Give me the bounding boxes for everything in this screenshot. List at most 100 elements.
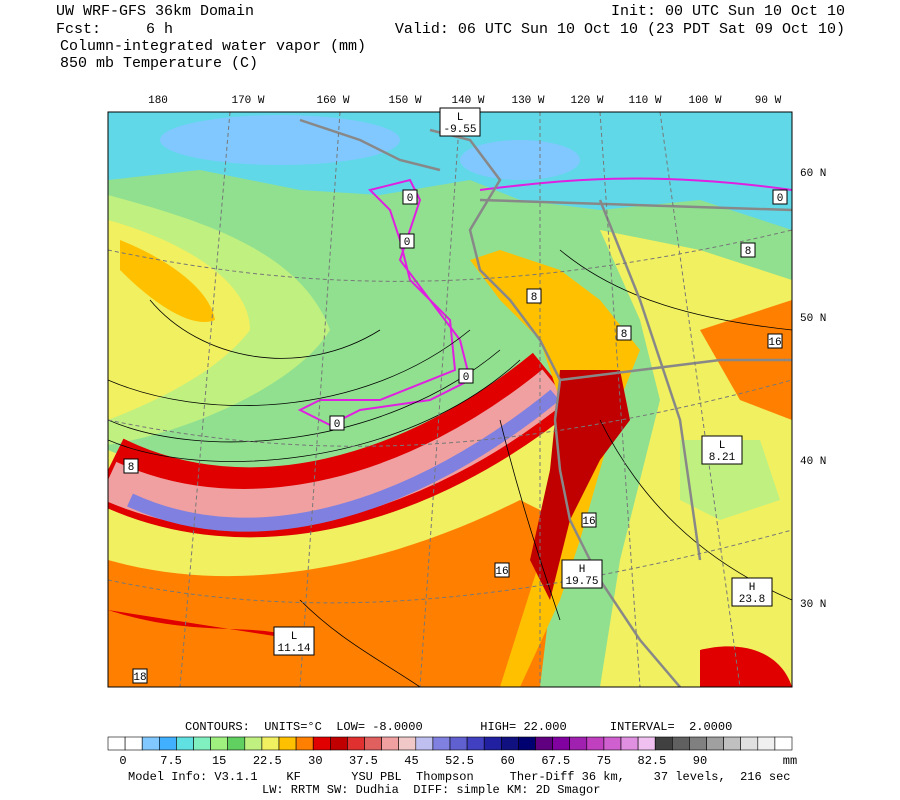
- title: UW WRF-GFS 36km Domain: [56, 3, 254, 20]
- extreme-box: [273, 626, 315, 656]
- color-swatch: [261, 736, 280, 751]
- lon-label: 130 W: [511, 95, 544, 107]
- color-swatch: [347, 736, 365, 751]
- color-swatch: [244, 736, 263, 751]
- lat-label: 40 N: [800, 456, 826, 468]
- color-swatch: [449, 736, 468, 751]
- longitude-labels: 180 170 W 160 W 150 W 140 W 130 W 120 W …: [148, 95, 782, 107]
- color-swatch: [483, 736, 502, 751]
- contour-label: 0: [407, 193, 414, 205]
- colorbar-unit: mm: [783, 754, 797, 768]
- extreme-box: [561, 559, 603, 589]
- extreme-value: 8.21: [709, 452, 736, 464]
- contour-label: 16: [495, 566, 508, 578]
- colorbar-label: 52.5: [445, 754, 474, 768]
- contour-label-box: [132, 668, 148, 684]
- colorbar-label: 0: [119, 754, 126, 768]
- color-swatch: [535, 736, 553, 751]
- field-name: Column-integrated water vapor (mm): [60, 38, 366, 55]
- contour-label: 0: [334, 419, 341, 431]
- contour-label-box: [581, 512, 597, 528]
- extreme-type: L: [719, 440, 726, 452]
- color-swatch: [364, 736, 382, 751]
- colorbar-label: 30: [308, 754, 322, 768]
- color-swatch: [689, 736, 707, 751]
- lon-label: 160 W: [316, 95, 349, 107]
- color-swatch: [518, 736, 536, 751]
- forecast-hour: Fcst: 6 h: [56, 21, 173, 38]
- color-swatch: [637, 736, 656, 751]
- contour-label: 0: [777, 193, 784, 205]
- colorbar-label: 67.5: [541, 754, 570, 768]
- colorbar-label: 45: [404, 754, 418, 768]
- color-swatch: [193, 736, 211, 751]
- contour-label: 8: [745, 246, 752, 258]
- extreme-box: [439, 107, 481, 137]
- map-field: [108, 112, 792, 687]
- color-swatch: [432, 736, 451, 751]
- physics-info: LW: RRTM SW: Dudhia DIFF: simple KM: 2D …: [262, 783, 600, 797]
- extreme-type: H: [749, 582, 756, 594]
- color-swatch: [329, 736, 348, 751]
- color-swatch: [723, 736, 741, 751]
- color-swatch: [500, 736, 519, 751]
- contour-label: 16: [582, 516, 595, 528]
- lon-label: 170 W: [231, 95, 264, 107]
- color-swatch: [774, 736, 793, 751]
- extreme-value: 19.75: [565, 576, 598, 588]
- color-swatch: [603, 736, 622, 751]
- color-swatch: [620, 736, 639, 751]
- contour-labels: 0 0 0 0 0 8 8 8 16 8 16 16 18: [123, 189, 788, 684]
- valid-time: Valid: 06 UTC Sun 10 Oct 10 (23 PDT Sat …: [395, 21, 845, 38]
- lon-label: 150 W: [388, 95, 421, 107]
- color-swatch: [312, 736, 331, 751]
- colorbar-label: 60: [500, 754, 514, 768]
- color-swatch: [398, 736, 417, 751]
- lat-label: 50 N: [800, 313, 826, 325]
- contour-label: 8: [621, 329, 628, 341]
- color-swatch: [706, 736, 724, 751]
- color-swatch: [757, 736, 776, 751]
- color-swatch: [552, 736, 570, 751]
- lon-label: 180: [148, 95, 168, 107]
- color-swatch: [586, 736, 605, 751]
- color-swatch: [381, 736, 400, 751]
- color-swatch: [740, 736, 759, 751]
- contour-label: 18: [133, 672, 146, 684]
- contour-label-box: [740, 242, 756, 258]
- lat-label: 30 N: [800, 599, 826, 611]
- colorbar-label: 90: [693, 754, 707, 768]
- colorbar-label: 22.5: [253, 754, 282, 768]
- extreme-value: 11.14: [277, 643, 310, 655]
- color-swatch: [210, 736, 229, 751]
- contour-info: CONTOURS: UNITS=°C LOW= -8.0000 HIGH= 22…: [185, 720, 732, 734]
- contour-label-box: [458, 368, 474, 384]
- colorbar-label: 15: [212, 754, 226, 768]
- colorbar-label: 75: [597, 754, 611, 768]
- contour-label-box: [494, 562, 510, 578]
- color-swatch: [278, 736, 297, 751]
- contour-label-box: [616, 325, 632, 341]
- extreme-box: [701, 435, 743, 465]
- colorbar-label: 7.5: [160, 754, 182, 768]
- colorbar: 0 7.5 15 22.5 30 37.5 45 52.5 60 67.5 75 82.5 90 mm: [107, 736, 797, 768]
- color-swatch: [295, 736, 314, 751]
- color-swatch: [415, 736, 434, 751]
- color-swatch: [159, 736, 177, 751]
- color-swatch: [466, 736, 485, 751]
- color-swatch: [141, 736, 160, 751]
- contour-label: 0: [404, 237, 411, 249]
- extreme-value: -9.55: [443, 124, 476, 136]
- contour-label-box: [772, 189, 788, 205]
- lon-label: 120 W: [570, 95, 603, 107]
- color-swatch: [569, 736, 588, 751]
- lon-label: 140 W: [451, 95, 484, 107]
- contour-label-box: [767, 333, 783, 349]
- color-swatch: [671, 736, 690, 751]
- extreme-type: L: [291, 631, 298, 643]
- contour-label-box: [399, 233, 415, 249]
- extreme-type: H: [579, 564, 586, 576]
- lat-label: 60 N: [800, 168, 826, 180]
